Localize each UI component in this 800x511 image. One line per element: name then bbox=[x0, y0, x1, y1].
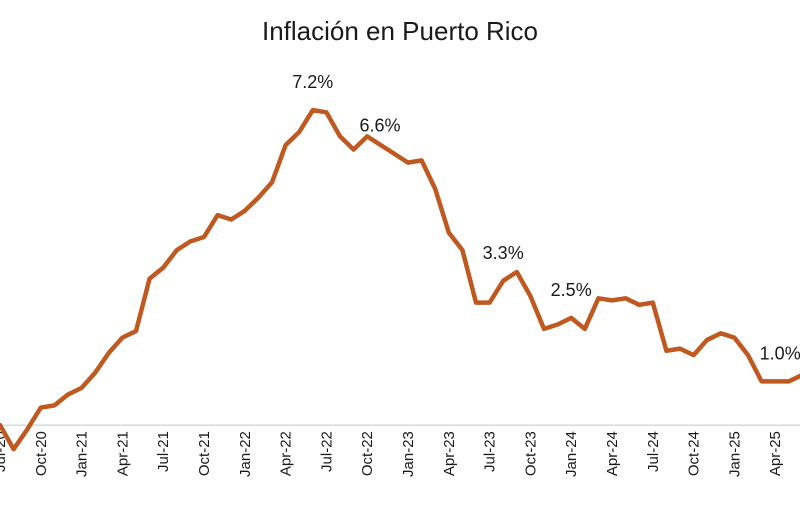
data-point-oct-21 bbox=[202, 235, 206, 239]
data-point-sep-22 bbox=[352, 148, 356, 152]
x-tick-label-oct-22: Oct-22 bbox=[359, 431, 376, 476]
data-label-jan-24: 2.5% bbox=[551, 280, 592, 300]
x-tick-label-apr-25: Apr-25 bbox=[767, 431, 784, 476]
series-line-inflation bbox=[0, 107, 800, 452]
data-point-mar-23 bbox=[433, 187, 437, 191]
data-point-jun-23 bbox=[474, 301, 478, 305]
data-point-sep-21 bbox=[188, 239, 192, 243]
data-point-aug-22 bbox=[338, 134, 342, 138]
data-point-apr-23 bbox=[447, 231, 451, 235]
data-point-feb-21 bbox=[93, 371, 97, 375]
data-point-feb-25 bbox=[746, 353, 750, 357]
x-tick-label-oct-23: Oct-23 bbox=[522, 431, 539, 476]
data-point-may-23 bbox=[460, 248, 464, 252]
data-point-sep-24 bbox=[678, 347, 682, 351]
data-point-dec-23 bbox=[556, 323, 560, 327]
x-tick-label-jul-20: Jul-20 bbox=[0, 431, 9, 472]
data-label-aug-22: 6.6% bbox=[359, 115, 400, 135]
data-point-may-25 bbox=[787, 379, 791, 383]
data-point-jul-22 bbox=[324, 110, 328, 114]
x-tick-label-jul-24: Jul-24 bbox=[645, 431, 662, 472]
x-tick-label-jan-23: Jan-23 bbox=[400, 431, 417, 477]
x-tick-label-oct-24: Oct-24 bbox=[686, 431, 703, 476]
x-tick-label-jul-22: Jul-22 bbox=[318, 431, 335, 472]
data-point-feb-23 bbox=[420, 158, 424, 162]
data-point-jul-23 bbox=[488, 301, 492, 305]
data-label-jun-22: 7.2% bbox=[292, 72, 333, 92]
data-point-dec-20 bbox=[66, 393, 70, 397]
x-tick-label-apr-21: Apr-21 bbox=[114, 431, 131, 476]
data-point-may-24 bbox=[624, 296, 628, 300]
x-tick-label-apr-23: Apr-23 bbox=[441, 431, 458, 476]
data-point-jun-21 bbox=[148, 277, 152, 281]
data-point-dec-24 bbox=[719, 331, 723, 335]
x-tick-label-oct-20: Oct-20 bbox=[33, 431, 50, 476]
data-point-oct-20 bbox=[39, 406, 43, 410]
data-point-oct-24 bbox=[692, 353, 696, 357]
data-point-aug-20 bbox=[12, 447, 16, 451]
data-point-oct-23 bbox=[528, 294, 532, 298]
data-point-jan-25 bbox=[732, 336, 736, 340]
data-point-aug-21 bbox=[175, 248, 179, 252]
data-point-nov-20 bbox=[52, 403, 56, 407]
data-point-jun-22 bbox=[311, 108, 315, 112]
data-point-feb-22 bbox=[256, 196, 260, 200]
data-point-nov-24 bbox=[705, 338, 709, 342]
data-point-aug-24 bbox=[664, 349, 668, 353]
data-point-nov-22 bbox=[379, 143, 383, 147]
data-point-nov-21 bbox=[216, 213, 220, 217]
x-tick-label-jan-21: Jan-21 bbox=[74, 431, 91, 477]
data-point-may-22 bbox=[297, 130, 301, 134]
data-point-sep-20 bbox=[25, 428, 29, 432]
data-point-apr-25 bbox=[773, 379, 777, 383]
data-point-nov-23 bbox=[542, 327, 546, 331]
data-labels: 7.2% 6.6% 3.3% 2.5% 1.0% bbox=[292, 72, 800, 363]
data-point-jan-23 bbox=[406, 161, 410, 165]
data-point-mar-22 bbox=[270, 180, 274, 184]
data-point-jan-21 bbox=[80, 386, 84, 390]
data-point-jul-24 bbox=[651, 301, 655, 305]
x-tick-label-jan-22: Jan-22 bbox=[237, 431, 254, 477]
data-label-apr-25: 1.0% bbox=[760, 343, 800, 363]
x-tick-label-jul-21: Jul-21 bbox=[155, 431, 172, 472]
data-point-apr-21 bbox=[120, 336, 124, 340]
data-point-mar-25 bbox=[760, 379, 764, 383]
data-point-dec-21 bbox=[229, 218, 233, 222]
data-point-sep-23 bbox=[515, 270, 519, 274]
data-point-mar-24 bbox=[596, 296, 600, 300]
data-point-dec-22 bbox=[392, 152, 396, 156]
x-tick-label-apr-22: Apr-22 bbox=[278, 431, 295, 476]
x-tick-label-apr-24: Apr-24 bbox=[604, 431, 621, 476]
data-label-aug-23: 3.3% bbox=[483, 243, 524, 263]
data-point-jan-24 bbox=[569, 316, 573, 320]
data-point-jan-22 bbox=[243, 209, 247, 213]
data-point-apr-22 bbox=[284, 143, 288, 147]
data-point-aug-23 bbox=[501, 279, 505, 283]
x-tick-label-jul-23: Jul-23 bbox=[482, 431, 499, 472]
data-point-apr-24 bbox=[610, 298, 614, 302]
x-tick-labels: Jul-20 Oct-20 Jan-21 Apr-21 Jul-21 Oct-21 Jan-… bbox=[0, 431, 784, 477]
chart-title: Inflación en Puerto Rico bbox=[261, 16, 539, 46]
x-tick-label-jan-24: Jan-24 bbox=[563, 431, 580, 477]
x-tick-label-oct-21: Oct-21 bbox=[196, 431, 213, 476]
data-point-may-21 bbox=[134, 329, 138, 333]
data-point-jul-21 bbox=[161, 266, 165, 270]
data-point-jun-24 bbox=[637, 303, 641, 307]
data-point-feb-24 bbox=[583, 327, 587, 331]
x-tick-label-jan-25: Jan-25 bbox=[726, 431, 743, 477]
data-point-mar-21 bbox=[107, 351, 111, 355]
